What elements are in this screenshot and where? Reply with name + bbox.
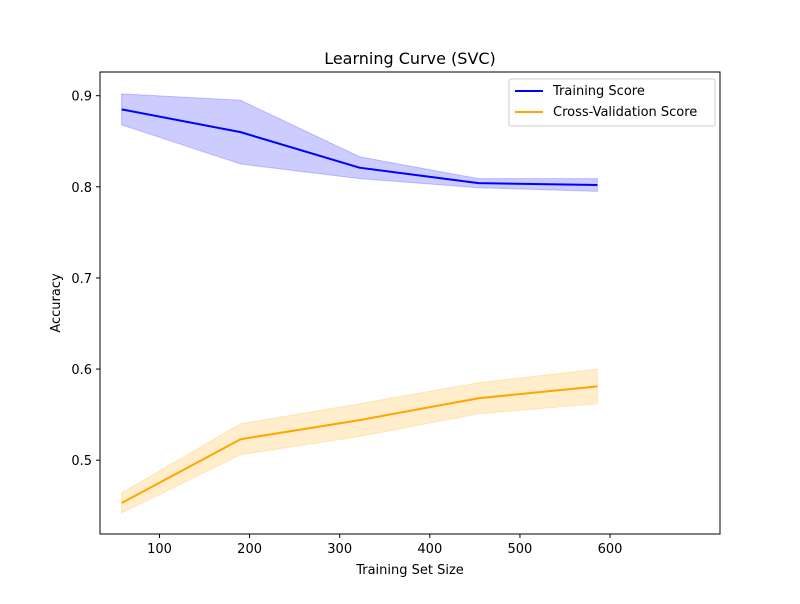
y-axis-label: Accuracy <box>49 273 64 333</box>
y-tick-label: 0.6 <box>71 363 92 378</box>
line-cross-validation <box>121 385 598 504</box>
y-tick-label: 0.5 <box>71 454 92 469</box>
x-tick-label: 200 <box>237 542 262 557</box>
y-tick-label: 0.9 <box>71 90 92 105</box>
legend-label-training: Training Score <box>552 84 645 99</box>
plot-area-frame <box>99 71 721 535</box>
chart-title: Learning Curve (SVC) <box>324 49 496 68</box>
point-cross-validation-0 <box>121 502 123 504</box>
point-cross-validation-3 <box>477 397 479 399</box>
point-training-4 <box>596 184 598 186</box>
y-tick-label: 0.7 <box>71 272 92 287</box>
y-tick-label: 0.8 <box>71 181 92 196</box>
x-axis-ticks: 100 200 300 400 500 600 <box>147 534 622 557</box>
y-axis-ticks: 0.5 0.6 0.7 0.8 0.9 <box>71 90 100 469</box>
point-training-2 <box>359 167 361 169</box>
point-cross-validation-1 <box>240 438 242 440</box>
point-cross-validation-4 <box>596 385 598 387</box>
x-tick-label: 300 <box>327 542 352 557</box>
x-tick-label: 100 <box>147 542 172 557</box>
legend: Training Score Cross-Validation Score <box>508 78 716 127</box>
band-cross-validation <box>121 368 598 514</box>
x-axis-label: Training Set Size <box>355 563 464 578</box>
x-tick-label: 600 <box>598 542 623 557</box>
point-cross-validation-2 <box>359 419 361 421</box>
point-training-1 <box>240 131 242 133</box>
series-lines <box>121 108 598 504</box>
point-training-0 <box>121 108 123 110</box>
legend-box <box>508 78 716 127</box>
line-training <box>121 108 598 186</box>
confidence-bands <box>121 93 598 514</box>
x-tick-label: 500 <box>508 542 533 557</box>
legend-label-cross-validation: Cross-Validation Score <box>553 105 697 120</box>
x-tick-label: 400 <box>417 542 442 557</box>
point-training-3 <box>477 182 479 184</box>
band-training <box>121 93 598 192</box>
